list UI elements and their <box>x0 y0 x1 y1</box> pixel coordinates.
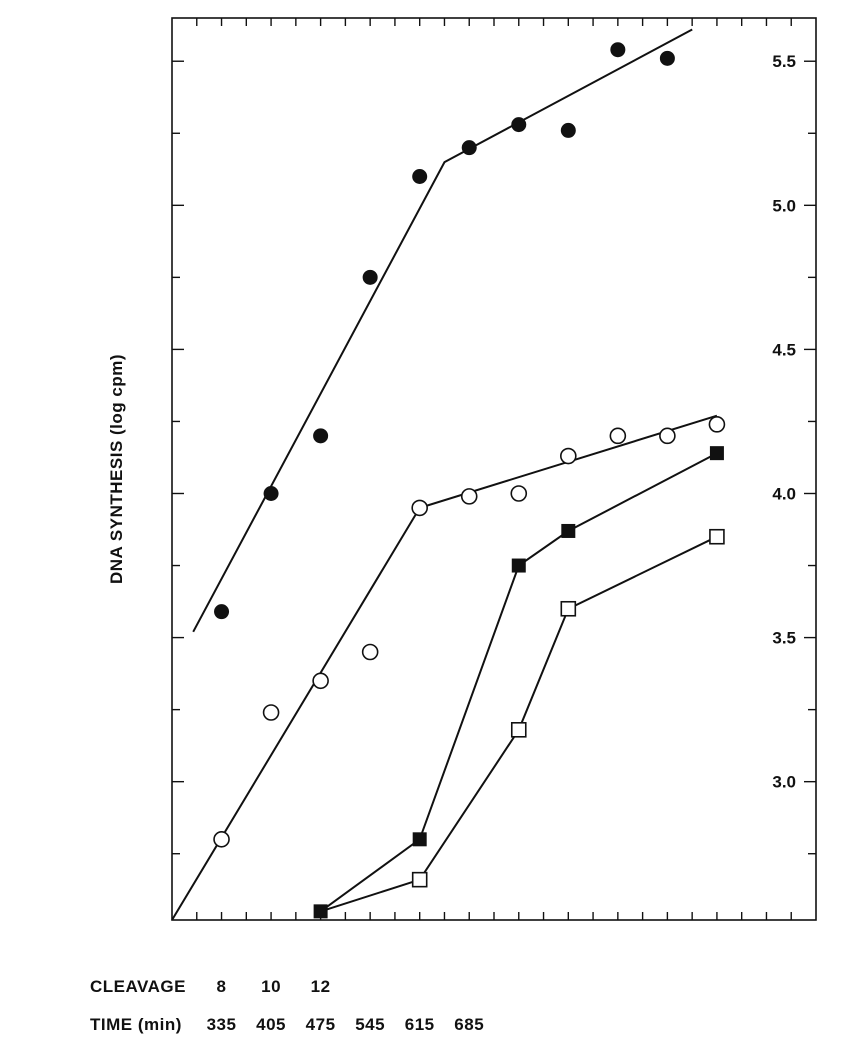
point-filled-circle <box>461 140 477 156</box>
point-filled-circle <box>214 604 230 620</box>
time-value: 545 <box>355 1015 385 1034</box>
point-open-circle <box>708 416 726 433</box>
point-open-square <box>709 528 725 545</box>
y-tick-label: 4.0 <box>772 484 796 503</box>
point-open-circle <box>213 831 230 848</box>
point-filled-square <box>561 523 576 538</box>
point-open-square <box>510 722 527 738</box>
cleavage-values: 8 10 12 <box>217 977 331 996</box>
time-value: 335 <box>207 1015 237 1034</box>
point-filled-circle <box>511 117 527 133</box>
y-axis-title: DNA SYNTHESIS (log cpm) <box>107 354 126 584</box>
axis-ticks <box>172 18 816 920</box>
data-markers <box>213 42 726 919</box>
point-open-circle <box>411 499 428 517</box>
point-filled-circle <box>560 122 576 138</box>
point-filled-circle <box>412 168 428 184</box>
point-filled-square <box>511 558 526 573</box>
point-filled-circle <box>263 485 279 501</box>
point-open-circle <box>262 704 280 721</box>
bottom-label-rows: CLEAVAGE TIME (min) 8 10 12 335 405 475 545 61… <box>90 977 484 1034</box>
fit-line-series-2 <box>171 414 718 921</box>
time-value: 685 <box>454 1015 484 1034</box>
fit-line-series-3 <box>320 452 718 913</box>
time-value: 405 <box>256 1015 286 1034</box>
time-value: 615 <box>405 1015 435 1034</box>
fit-lines <box>171 28 718 921</box>
point-filled-circle <box>362 269 378 285</box>
point-open-circle <box>659 427 676 445</box>
time-value: 475 <box>306 1015 336 1034</box>
point-open-circle <box>560 447 577 465</box>
y-tick-label: 5.0 <box>772 196 796 215</box>
point-filled-square <box>709 446 724 461</box>
cleavage-value: 12 <box>311 977 331 996</box>
y-tick-labels: 3.0 3.5 4.0 4.5 5.0 5.5 <box>772 52 796 791</box>
plot-frame <box>171 17 817 921</box>
point-open-circle <box>460 488 478 505</box>
point-filled-circle <box>610 42 626 58</box>
cleavage-value: 8 <box>217 977 227 996</box>
time-values: 335 405 475 545 615 685 <box>207 1015 484 1034</box>
point-open-circle <box>361 643 379 661</box>
point-filled-square <box>412 832 427 847</box>
cleavage-value: 10 <box>261 977 281 996</box>
point-filled-square <box>313 904 328 919</box>
point-open-circle <box>510 485 528 502</box>
y-tick-label: 3.0 <box>772 773 796 792</box>
point-filled-circle <box>313 428 329 444</box>
cleavage-row-label: CLEAVAGE <box>90 977 186 996</box>
point-open-square <box>560 600 577 617</box>
y-tick-label: 5.5 <box>772 52 796 71</box>
fit-line-series-1 <box>192 28 693 633</box>
point-open-circle <box>609 427 627 445</box>
point-filled-circle <box>659 50 675 66</box>
point-open-square <box>411 871 428 888</box>
y-tick-label: 3.5 <box>772 629 796 648</box>
point-open-circle <box>312 672 329 690</box>
y-tick-label: 4.5 <box>772 340 796 359</box>
time-row-label: TIME (min) <box>90 1015 182 1034</box>
